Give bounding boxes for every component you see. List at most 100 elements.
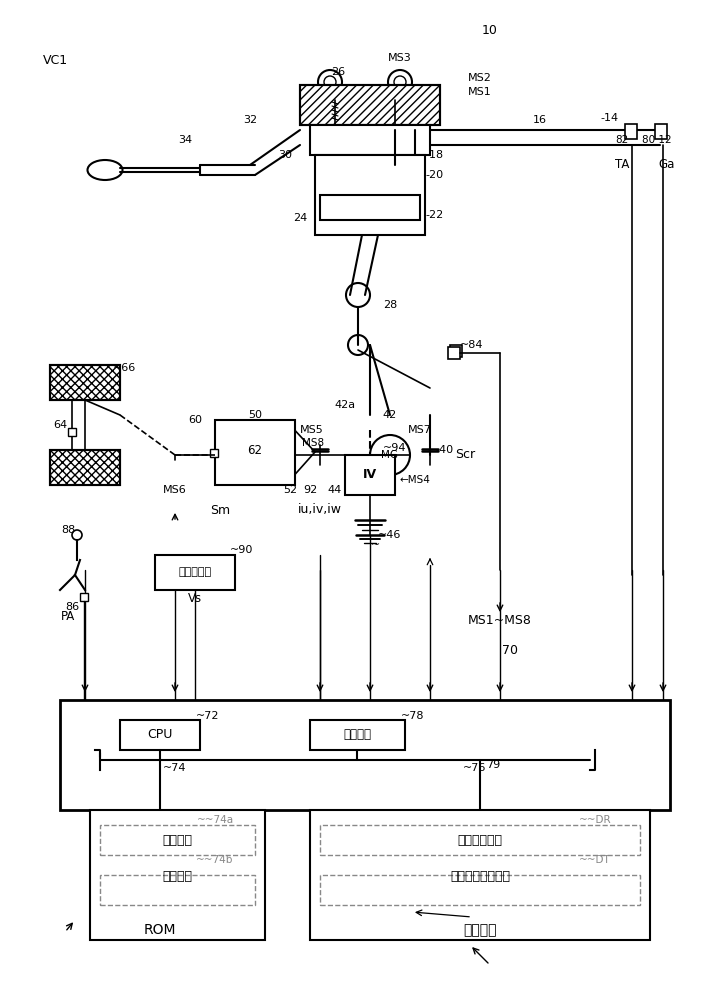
Bar	[210, 449, 218, 457]
Text: 车速传感器: 车速传感器	[179, 567, 212, 577]
Text: -20: -20	[426, 170, 444, 180]
Text: MS3: MS3	[388, 53, 412, 63]
Text: ~~74b: ~~74b	[196, 855, 234, 865]
Text: 转矩输出映射数据: 转矩输出映射数据	[450, 870, 510, 884]
Bar	[300, 85, 440, 125]
Text: ~: ~	[371, 540, 380, 550]
Text: 30: 30	[278, 150, 292, 160]
Text: MS6: MS6	[163, 485, 187, 495]
Text: 存储装置: 存储装置	[463, 923, 497, 937]
Text: 70: 70	[502, 644, 518, 656]
Bar	[50, 450, 120, 485]
Text: VC1: VC1	[42, 53, 68, 66]
Text: 16: 16	[533, 115, 547, 125]
Text: ~46: ~46	[378, 530, 402, 540]
Bar	[315, 155, 425, 235]
Text: ~76: ~76	[463, 763, 486, 773]
Text: MS1~MS8: MS1~MS8	[468, 613, 532, 626]
Bar	[60, 700, 670, 810]
Text: CPU: CPU	[148, 728, 173, 742]
Text: PA: PA	[61, 610, 75, 624]
Text: -18: -18	[426, 150, 444, 160]
Text: MS5: MS5	[300, 425, 324, 435]
Circle shape	[157, 757, 163, 763]
Text: 34: 34	[178, 135, 192, 145]
Text: -14: -14	[601, 113, 619, 123]
Bar	[100, 875, 255, 905]
Text: 44: 44	[328, 485, 342, 495]
Text: iu,iv,iw: iu,iv,iw	[298, 504, 342, 516]
Text: 42: 42	[383, 410, 397, 420]
Text: ~74: ~74	[163, 763, 187, 773]
Text: -40: -40	[436, 445, 454, 455]
Bar	[310, 810, 650, 940]
Text: 60: 60	[188, 415, 202, 425]
Text: 控制程序: 控制程序	[162, 834, 192, 846]
Circle shape	[477, 757, 483, 763]
Text: 10: 10	[482, 23, 498, 36]
Bar	[50, 450, 120, 485]
Text: ~~74a: ~~74a	[196, 815, 234, 825]
Text: MS1: MS1	[468, 87, 492, 97]
Text: Vs: Vs	[188, 591, 202, 604]
Text: 92: 92	[303, 485, 317, 495]
Text: 关系规定数据: 关系规定数据	[457, 834, 503, 846]
Bar	[450, 345, 462, 357]
Bar	[300, 85, 440, 125]
Bar	[655, 124, 667, 139]
Text: 82: 82	[616, 135, 628, 145]
Text: ROM: ROM	[144, 923, 176, 937]
Text: Ga: Ga	[659, 158, 675, 172]
Bar	[320, 875, 640, 905]
Bar	[215, 420, 295, 485]
Bar	[345, 455, 395, 495]
Text: ~~DR: ~~DR	[579, 815, 611, 825]
Text: 24: 24	[293, 213, 307, 223]
Circle shape	[354, 757, 360, 763]
Text: 64: 64	[53, 420, 67, 430]
Text: ~72: ~72	[196, 711, 220, 721]
Text: 28: 28	[383, 300, 397, 310]
Text: ~84: ~84	[460, 340, 484, 350]
Text: -22: -22	[426, 210, 444, 220]
Text: 50: 50	[248, 410, 262, 420]
Text: MS8: MS8	[302, 438, 324, 448]
Bar	[448, 347, 460, 359]
Bar	[120, 720, 200, 750]
Bar	[320, 195, 420, 220]
Bar	[80, 593, 88, 601]
Text: 86: 86	[65, 602, 79, 612]
Text: 80 12: 80 12	[642, 135, 672, 145]
Text: MG: MG	[381, 450, 398, 460]
Bar	[90, 810, 265, 940]
Text: MS7: MS7	[408, 425, 432, 435]
Text: ~66: ~66	[114, 363, 137, 373]
Bar	[100, 825, 255, 855]
Bar	[50, 365, 120, 400]
Text: 52: 52	[283, 485, 297, 495]
Bar	[68, 428, 76, 436]
Text: 26: 26	[331, 67, 345, 77]
Text: IV: IV	[363, 468, 377, 482]
Bar	[310, 720, 405, 750]
Text: 62: 62	[248, 444, 263, 456]
Text: 学习程序: 学习程序	[162, 870, 192, 884]
Text: ~78: ~78	[401, 711, 425, 721]
Text: MS2: MS2	[468, 73, 492, 83]
Text: Sm: Sm	[210, 504, 230, 516]
Text: 32: 32	[243, 115, 257, 125]
Text: 79: 79	[486, 760, 500, 770]
Text: Scr: Scr	[455, 448, 475, 462]
Bar	[625, 124, 637, 139]
Text: ~~DT: ~~DT	[579, 855, 611, 865]
Bar	[50, 365, 120, 400]
Text: TA: TA	[615, 158, 629, 172]
Bar	[320, 825, 640, 855]
Text: 88: 88	[61, 525, 75, 535]
Bar	[310, 125, 430, 155]
Text: 外围电路: 外围电路	[343, 728, 371, 742]
Text: ~90: ~90	[230, 545, 253, 555]
Bar	[155, 555, 235, 590]
Text: ~94: ~94	[383, 443, 407, 453]
Text: 42a: 42a	[335, 400, 356, 410]
